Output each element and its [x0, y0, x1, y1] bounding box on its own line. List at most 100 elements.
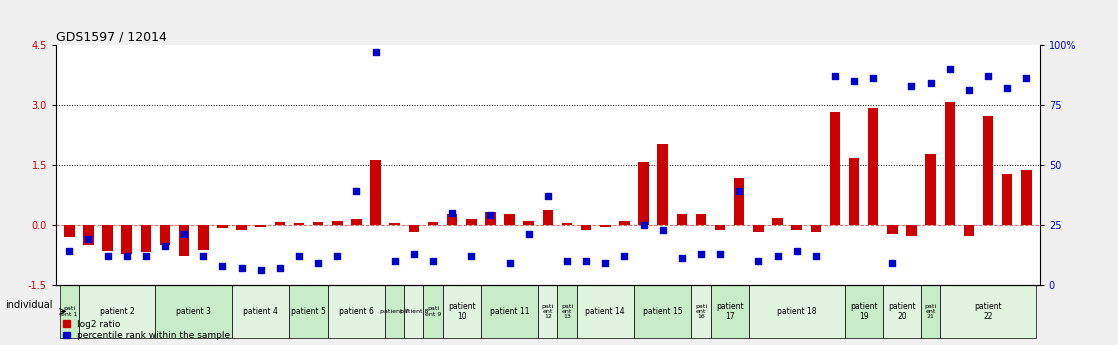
Bar — [405, 285, 424, 338]
Point — [310, 260, 328, 266]
Point — [136, 253, 154, 259]
Bar — [155, 285, 233, 338]
Bar — [523, 221, 534, 225]
Bar — [255, 225, 266, 227]
Point — [329, 253, 347, 259]
Point — [902, 83, 920, 88]
Bar — [275, 221, 285, 225]
Bar — [141, 225, 151, 252]
Text: patient
22: patient 22 — [974, 302, 1002, 321]
Bar — [351, 219, 362, 225]
Text: pati
ent 1: pati ent 1 — [61, 306, 77, 317]
Point — [252, 268, 269, 273]
Bar — [940, 285, 1036, 338]
Point — [558, 258, 576, 264]
Text: patient 2: patient 2 — [100, 307, 134, 316]
Bar — [294, 223, 304, 225]
Text: patient 15: patient 15 — [643, 307, 682, 316]
Bar — [983, 116, 993, 225]
Point — [463, 253, 481, 259]
Point — [386, 258, 404, 264]
Text: patient 3: patient 3 — [177, 307, 211, 316]
Bar — [883, 285, 921, 338]
Bar — [79, 285, 155, 338]
Text: pati
ent
12: pati ent 12 — [542, 304, 553, 319]
Bar — [1002, 174, 1013, 225]
Bar — [733, 178, 745, 225]
Text: patient 5: patient 5 — [291, 307, 326, 316]
Point — [214, 263, 231, 268]
Text: patient
10: patient 10 — [448, 302, 475, 321]
Bar — [657, 144, 667, 225]
Point — [98, 253, 116, 259]
Point — [845, 78, 863, 83]
Bar — [619, 221, 629, 225]
Point — [501, 260, 519, 266]
Text: patient
19: patient 19 — [850, 302, 878, 321]
Point — [117, 253, 135, 259]
Text: GDS1597 / 12014: GDS1597 / 12014 — [56, 31, 167, 44]
Bar — [122, 225, 132, 254]
Bar — [290, 285, 328, 338]
Bar — [328, 285, 385, 338]
Bar — [481, 285, 538, 338]
Point — [233, 265, 250, 271]
Bar — [198, 225, 209, 249]
Point — [424, 258, 442, 264]
Bar — [868, 108, 879, 225]
Bar — [424, 285, 443, 338]
Point — [1017, 76, 1035, 81]
Point — [921, 80, 939, 86]
Bar — [466, 219, 476, 225]
Bar — [926, 154, 936, 225]
Bar — [561, 223, 572, 225]
Point — [673, 256, 691, 261]
Bar — [59, 285, 79, 338]
Point — [730, 188, 748, 194]
Bar — [217, 225, 228, 228]
Bar — [538, 285, 558, 338]
Bar — [773, 218, 783, 225]
Text: patient 8: patient 8 — [399, 309, 428, 314]
Bar — [385, 285, 405, 338]
Point — [998, 85, 1016, 91]
Bar — [849, 158, 860, 225]
Bar — [711, 285, 749, 338]
Bar — [945, 102, 955, 225]
Bar — [179, 225, 189, 256]
Bar — [1021, 170, 1032, 225]
Point — [615, 253, 633, 259]
Point — [826, 73, 844, 79]
Point — [941, 66, 959, 72]
Point — [348, 188, 366, 194]
Bar — [542, 210, 553, 225]
Text: pati
ent
13: pati ent 13 — [561, 304, 574, 319]
Point — [79, 236, 97, 242]
Point — [749, 258, 767, 264]
Point — [405, 251, 423, 256]
Bar — [691, 285, 711, 338]
Point — [290, 253, 307, 259]
Text: patient 11: patient 11 — [490, 307, 529, 316]
Point — [195, 253, 212, 259]
Point — [635, 222, 653, 228]
Bar — [676, 214, 688, 225]
Bar — [428, 221, 438, 225]
Bar — [160, 225, 170, 245]
Text: patient 4: patient 4 — [244, 307, 278, 316]
Text: patient 18: patient 18 — [777, 307, 816, 316]
Bar — [236, 225, 247, 230]
Text: patient 14: patient 14 — [586, 307, 625, 316]
Bar — [581, 225, 591, 230]
Legend: log2 ratio, percentile rank within the sample: log2 ratio, percentile rank within the s… — [63, 320, 230, 341]
Point — [271, 265, 288, 271]
Text: pati
ent 9: pati ent 9 — [425, 306, 442, 317]
Point — [692, 251, 710, 256]
Bar — [634, 285, 691, 338]
Bar — [389, 223, 400, 225]
Bar — [844, 285, 883, 338]
Bar — [887, 225, 898, 234]
Text: patient
20: patient 20 — [888, 302, 916, 321]
Point — [60, 248, 78, 254]
Bar — [600, 225, 610, 227]
